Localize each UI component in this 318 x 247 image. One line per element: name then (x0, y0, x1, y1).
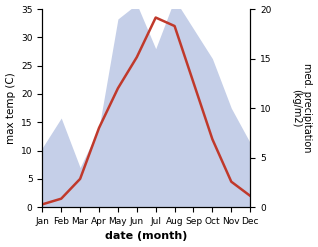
Y-axis label: med. precipitation
(kg/m2): med. precipitation (kg/m2) (291, 63, 313, 153)
X-axis label: date (month): date (month) (105, 231, 187, 242)
Y-axis label: max temp (C): max temp (C) (5, 72, 16, 144)
